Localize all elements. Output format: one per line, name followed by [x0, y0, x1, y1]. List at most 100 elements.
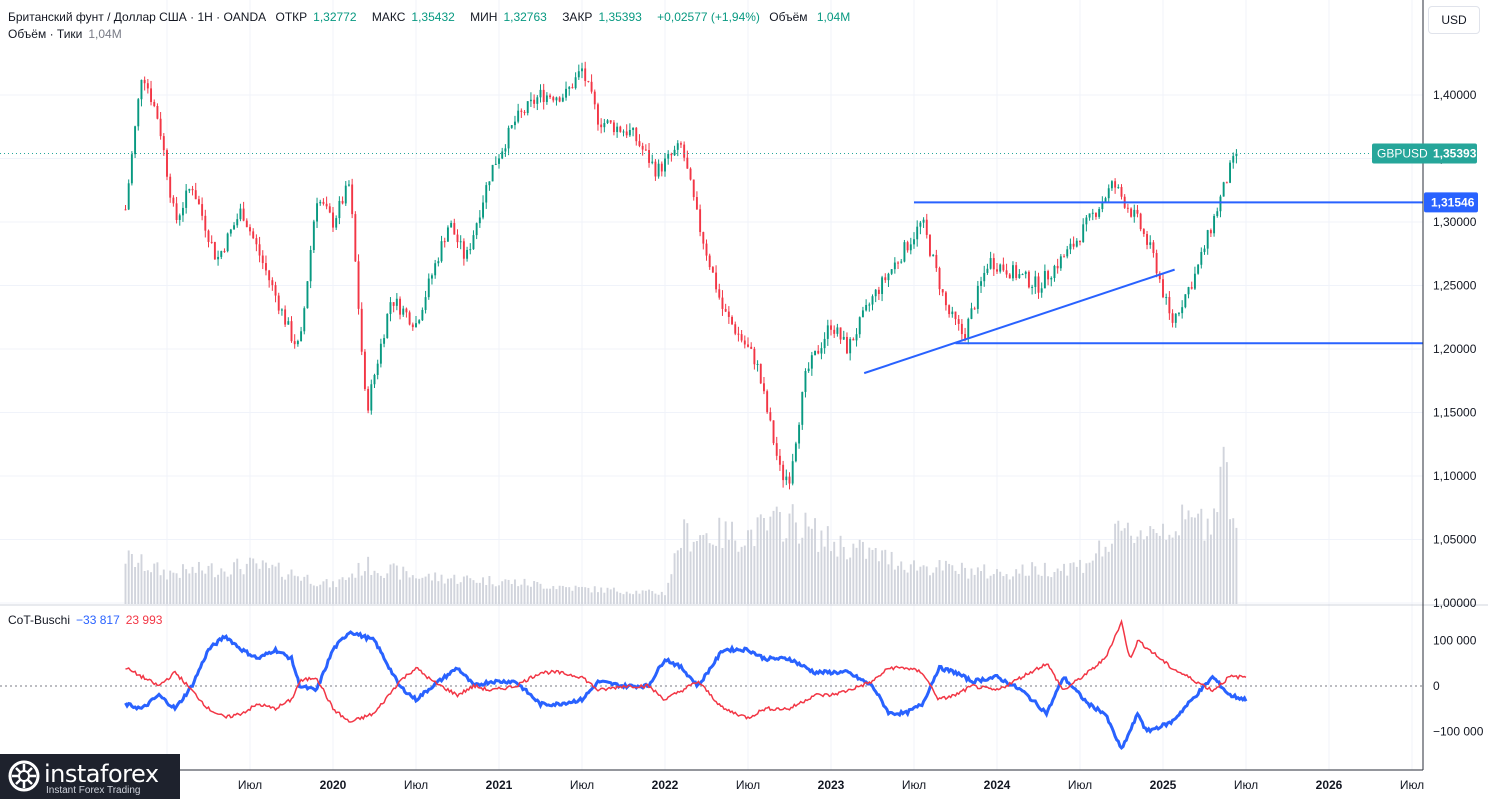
candle-body	[395, 298, 398, 306]
volume-bar	[1117, 520, 1120, 604]
price-tick-label: 1,10000	[1433, 469, 1477, 483]
volume-bar	[533, 581, 536, 604]
candle-body	[1168, 297, 1171, 314]
volume-bar	[1002, 576, 1005, 604]
volume-bar	[801, 537, 804, 604]
volume-bar	[951, 565, 954, 604]
price-tick-label: 1,30000	[1433, 215, 1477, 229]
volume-bar	[1069, 563, 1072, 604]
candle-body	[906, 242, 909, 251]
candle-body	[1043, 271, 1046, 289]
candle-body	[1232, 156, 1235, 163]
volume-bar	[1158, 535, 1161, 604]
candle-body	[239, 208, 242, 220]
volume-bar	[1200, 508, 1203, 604]
candle-body	[989, 258, 992, 269]
volume-bar	[223, 571, 226, 604]
price-tick-label: 1,25000	[1433, 279, 1477, 293]
volume-bar	[651, 591, 654, 604]
volume-bar	[383, 577, 386, 604]
candle-body	[775, 443, 778, 456]
candle-body	[466, 249, 469, 259]
candle-body	[268, 270, 271, 281]
volume-bar	[552, 586, 555, 604]
volume-indicator-value: 1,04M	[88, 27, 122, 41]
candle-body	[434, 263, 437, 276]
volume-bar	[747, 530, 749, 604]
volume-bar	[236, 558, 239, 604]
candle-body	[935, 254, 938, 269]
volume-bar	[660, 591, 663, 604]
candle-body	[376, 363, 379, 375]
volume-bar	[897, 565, 899, 604]
candle-body	[1091, 212, 1094, 214]
volume-bar	[367, 556, 370, 604]
volume-bar	[1018, 573, 1021, 604]
volume-bar	[178, 577, 181, 604]
volume-bar	[440, 574, 443, 604]
candle-body	[545, 95, 548, 102]
volume-bar	[172, 572, 175, 604]
volume-bar	[1178, 535, 1180, 604]
volume-bar	[737, 551, 740, 604]
candle-body	[159, 118, 162, 137]
candle-body	[335, 218, 338, 228]
volume-indicator-header[interactable]: Объём · Тики 1,04M	[8, 27, 122, 41]
volume-bar	[1130, 535, 1133, 604]
candle-body	[814, 350, 816, 356]
candle-body	[130, 154, 133, 184]
volume-bar	[593, 586, 596, 604]
candle-body	[1005, 270, 1008, 275]
volume-bar	[1126, 522, 1129, 604]
volume-bar	[351, 573, 354, 604]
volume-bar	[967, 578, 970, 604]
volume-bar	[354, 577, 357, 604]
candle-body	[568, 87, 571, 89]
candle-body	[900, 261, 903, 263]
candle-body	[1012, 265, 1014, 279]
candle-body	[1222, 182, 1225, 197]
candle-body	[597, 104, 599, 125]
candles	[124, 61, 1238, 490]
volume-bar	[759, 514, 762, 604]
open-label: ОТКР	[275, 10, 308, 24]
candle-body	[1002, 264, 1005, 271]
time-tick-label: Июл	[736, 778, 760, 792]
symbol-title[interactable]: Британский фунт / Доллар США · 1Н · OAND…	[8, 10, 267, 24]
candle-body	[670, 154, 673, 156]
currency-button[interactable]: USD	[1428, 6, 1480, 34]
candle-body	[1126, 207, 1129, 209]
volume-bar	[957, 573, 960, 604]
volume-bar	[1050, 577, 1053, 604]
candle-body	[191, 188, 194, 191]
candle-body	[1040, 288, 1043, 293]
volume-bar	[306, 574, 309, 604]
candle-body	[986, 268, 989, 273]
volume-bar	[1072, 562, 1075, 604]
cot-header[interactable]: CoT-Buschi −33 817 23 993	[8, 613, 162, 627]
volume-bar	[437, 581, 440, 604]
volume-bar	[1059, 570, 1062, 604]
volume-bar	[1149, 526, 1152, 604]
volume-bar	[772, 510, 775, 604]
candle-body	[1197, 264, 1200, 274]
volume-bar	[520, 584, 523, 604]
candle-body	[980, 281, 982, 286]
candle-body	[890, 269, 893, 274]
volume-bar	[1027, 575, 1030, 604]
level-tag	[1424, 192, 1478, 213]
candle-body	[287, 321, 290, 325]
candle-body	[855, 334, 858, 341]
candle-body	[462, 241, 465, 259]
candle-body	[909, 244, 912, 251]
volume-bar	[204, 573, 207, 604]
instaforex-logo[interactable]: instaforex Instant Forex Trading	[0, 754, 180, 799]
volume-bar	[1232, 518, 1235, 604]
candle-body	[603, 123, 606, 128]
volume-bar	[482, 577, 484, 604]
volume-bar	[929, 575, 931, 604]
candle-body	[370, 384, 373, 411]
candle-body	[491, 164, 494, 182]
candle-body	[1037, 276, 1040, 293]
